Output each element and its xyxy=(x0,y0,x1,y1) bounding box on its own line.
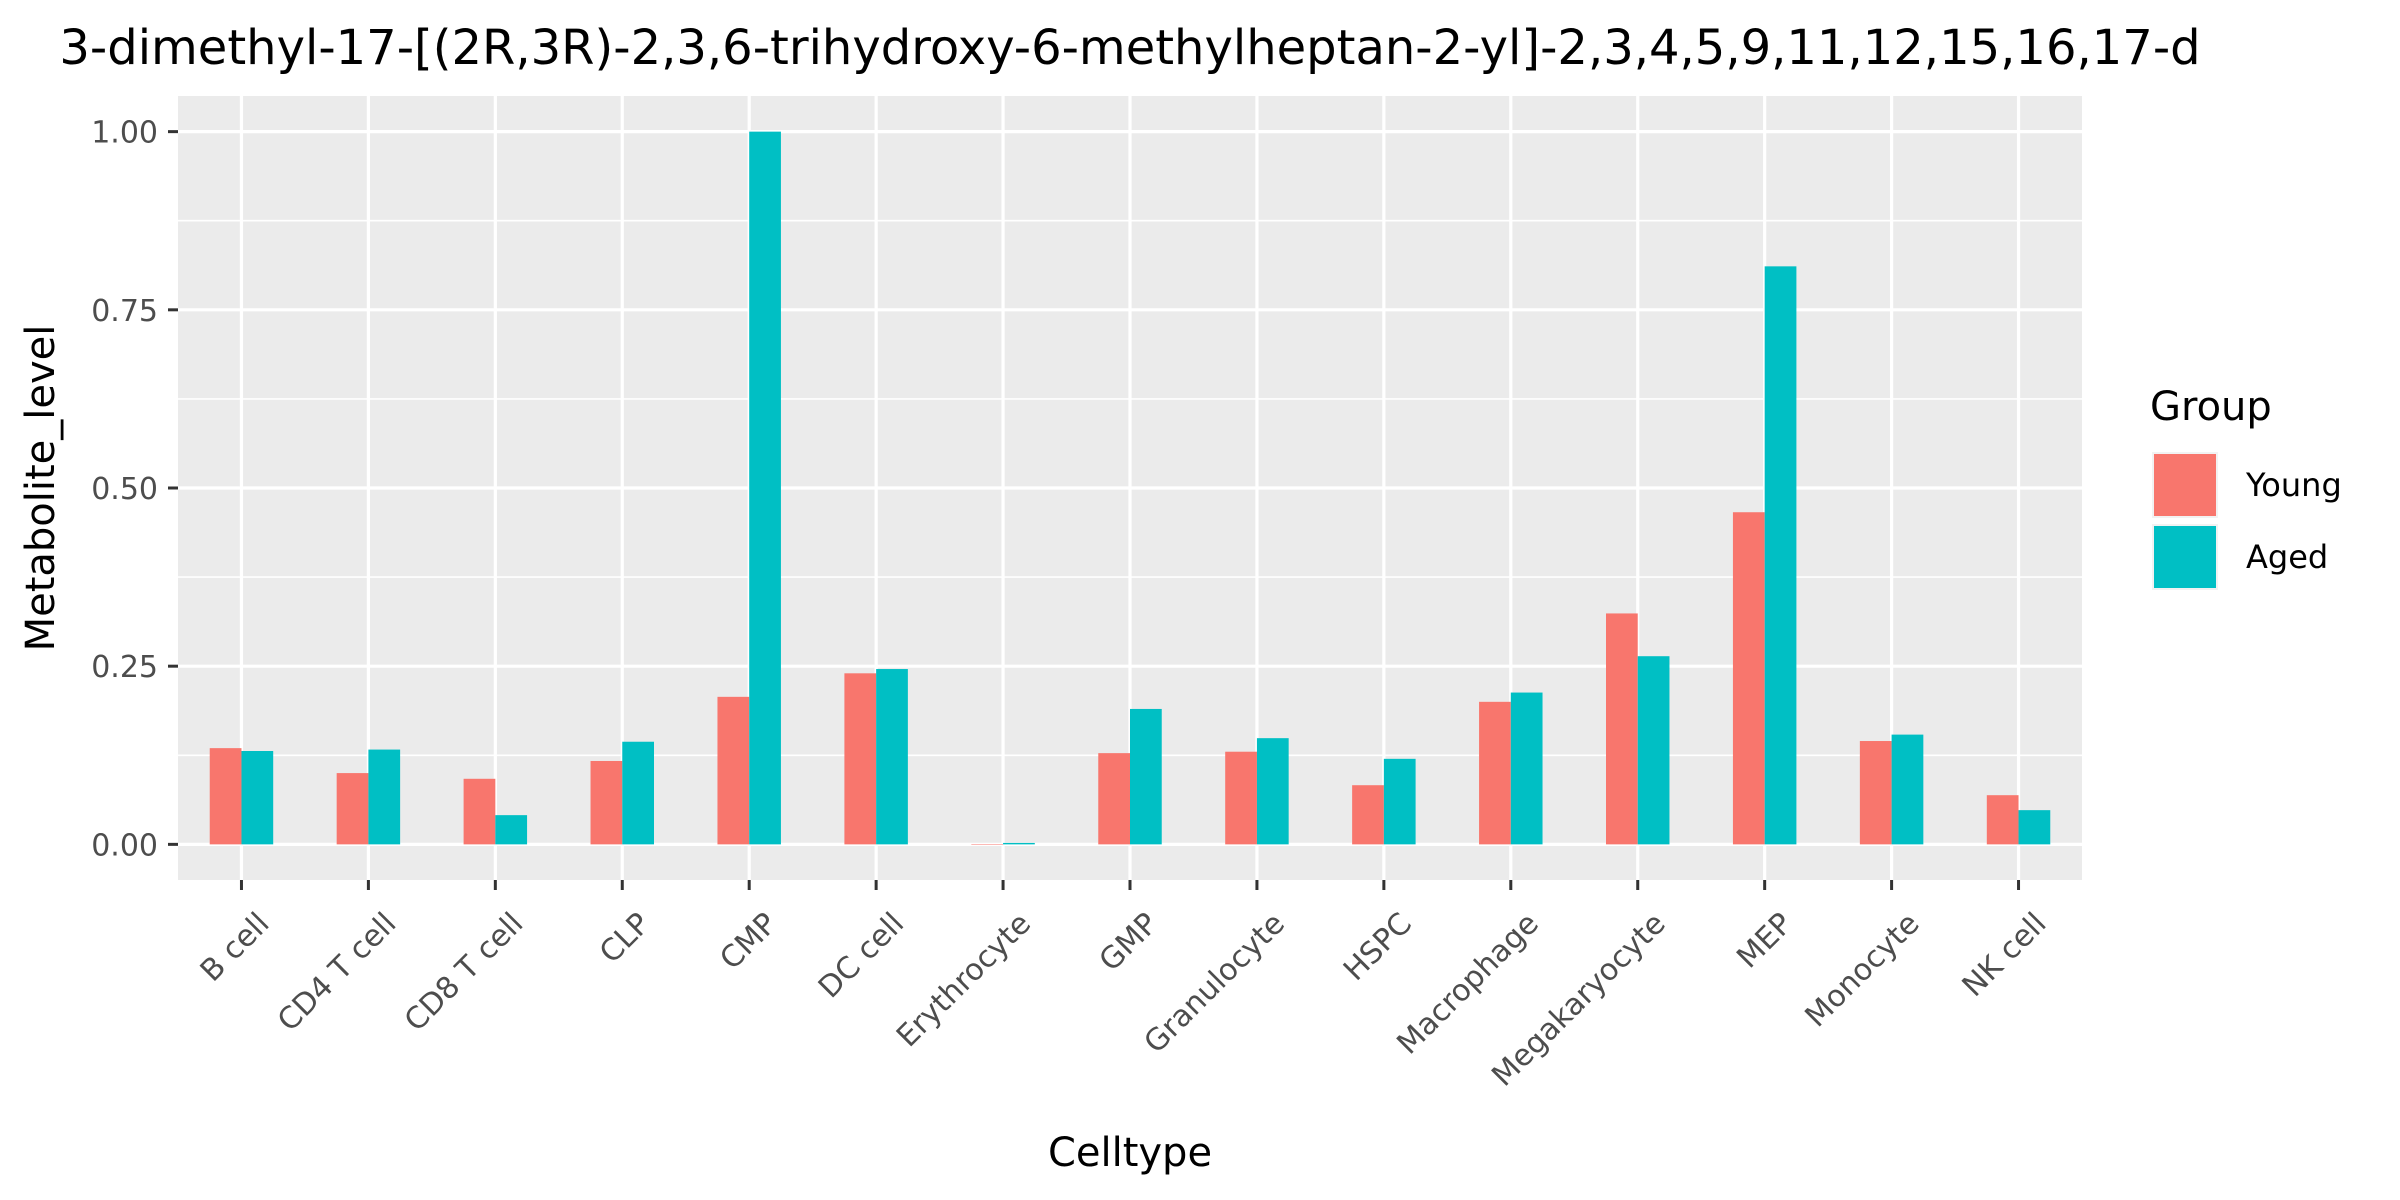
bar-aged-gmp xyxy=(1130,708,1162,845)
bar-young-mep xyxy=(1732,512,1765,845)
y-tick-label: 1.00 xyxy=(91,116,158,151)
bar-aged-monocyte xyxy=(1891,734,1924,845)
bar-aged-granulocyte xyxy=(1256,738,1289,845)
bar-young-granulocyte xyxy=(1225,751,1257,845)
bar-aged-macrophage xyxy=(1510,692,1543,845)
bar-aged-cd8-t-cell xyxy=(495,815,528,845)
bar-aged-dc-cell xyxy=(876,669,908,845)
x-axis-title: Celltype xyxy=(1048,1130,1212,1176)
legend-title: Group xyxy=(2150,384,2272,430)
bar-aged-b-cell xyxy=(241,750,274,845)
bar-aged-erythrocyte xyxy=(1003,842,1035,845)
bar-aged-clp xyxy=(622,741,654,845)
bar-young-clp xyxy=(590,760,623,845)
bar-aged-cd4-t-cell xyxy=(368,749,401,845)
legend: Group Young Aged xyxy=(2150,384,2342,590)
bar-young-cd4-t-cell xyxy=(336,773,369,845)
bar-young-hspc xyxy=(1352,785,1384,845)
bar-aged-nk-cell xyxy=(2018,810,2051,845)
bar-young-dc-cell xyxy=(844,673,877,845)
y-axis: 0.00 0.25 0.50 0.75 1.00 xyxy=(91,116,178,863)
bar-young-macrophage xyxy=(1479,701,1511,845)
bar-young-nk-cell xyxy=(1986,795,2019,845)
y-axis-title: Metabolite_level xyxy=(18,325,64,652)
y-tick-label: 0.00 xyxy=(91,828,158,863)
bar-young-cmp xyxy=(717,696,750,845)
y-tick-label: 0.25 xyxy=(91,650,158,685)
bar-aged-megakaryocyte xyxy=(1637,656,1670,845)
bar-aged-cmp xyxy=(749,131,781,845)
legend-swatch-young xyxy=(2154,454,2216,516)
bar-young-cd8-t-cell xyxy=(463,778,496,845)
chart-title: 3-dimethyl-17-[(2R,3R)-2,3,6-trihydroxy-… xyxy=(59,20,2200,76)
bar-young-b-cell xyxy=(209,748,242,845)
legend-label-aged: Aged xyxy=(2246,538,2328,576)
bar-young-megakaryocyte xyxy=(1606,613,1638,845)
y-tick-label: 0.75 xyxy=(91,294,158,329)
legend-swatch-aged xyxy=(2154,526,2216,588)
bars xyxy=(209,131,2051,845)
bar-young-erythrocyte xyxy=(971,844,1004,845)
bar-young-monocyte xyxy=(1859,741,1892,845)
y-tick-label: 0.50 xyxy=(91,472,158,507)
bar-aged-hspc xyxy=(1383,758,1416,845)
bar-young-gmp xyxy=(1098,753,1130,845)
bar-aged-mep xyxy=(1764,266,1797,845)
legend-label-young: Young xyxy=(2245,466,2342,504)
